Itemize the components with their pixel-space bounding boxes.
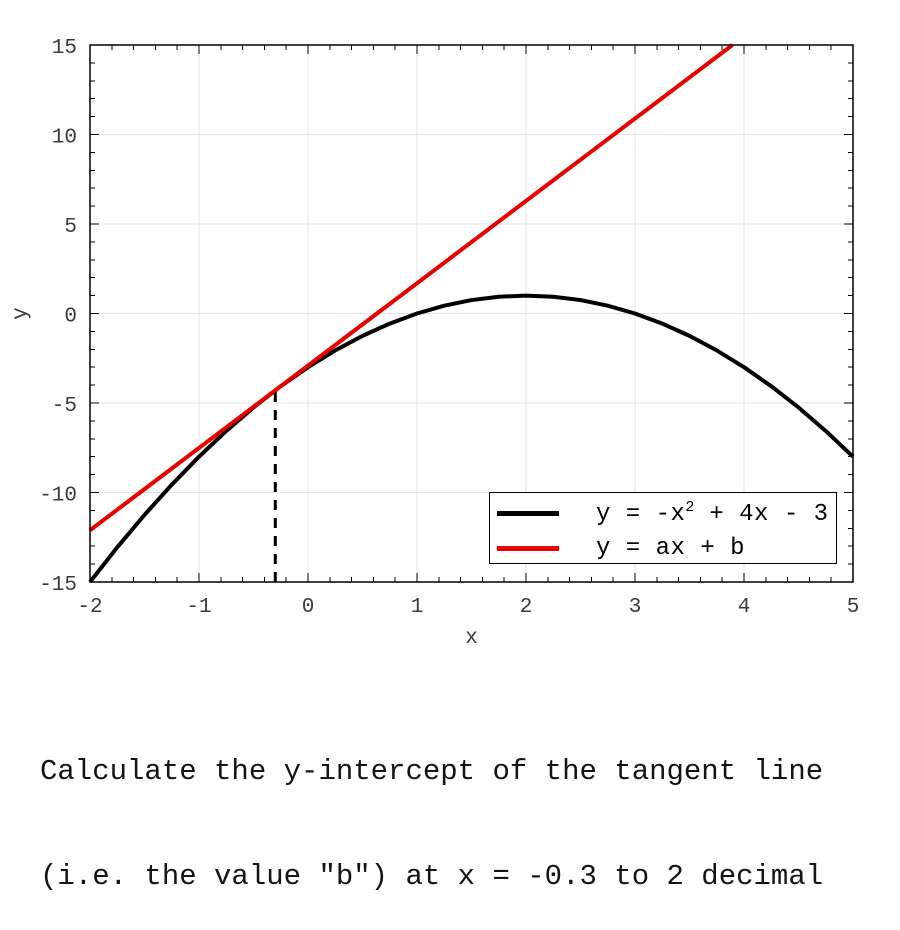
svg-text:1: 1 (411, 596, 424, 619)
legend-label-parabola-exponent: 2 (685, 498, 695, 516)
svg-text:4: 4 (738, 596, 751, 619)
svg-text:5: 5 (64, 216, 77, 239)
svg-text:y: y (10, 307, 33, 320)
svg-text:-2: -2 (77, 596, 102, 619)
svg-text:-15: -15 (39, 574, 77, 597)
svg-text:x: x (465, 627, 478, 650)
legend-line-sample-black (497, 510, 559, 516)
legend-label-tangent-text: y = ax + b (596, 534, 746, 562)
svg-text:-1: -1 (186, 596, 211, 619)
svg-text:2: 2 (520, 596, 533, 619)
svg-text:10: 10 (52, 127, 77, 150)
svg-text:-10: -10 (39, 485, 77, 508)
legend-item-tangent: y = ax + b (497, 535, 745, 562)
svg-text:0: 0 (302, 596, 315, 619)
svg-text:15: 15 (52, 37, 77, 60)
legend-line-sample-red (497, 545, 559, 551)
legend-item-parabola: y = -x2 + 4x - 3 (497, 499, 829, 528)
legend: y = -x2 + 4x - 3 y = ax + b (489, 492, 837, 564)
legend-label-parabola-suffix: + 4x - 3 (694, 500, 829, 528)
svg-text:-5: -5 (52, 395, 77, 418)
svg-text:5: 5 (847, 596, 860, 619)
svg-text:3: 3 (629, 596, 642, 619)
legend-label-parabola-prefix: y = -x (596, 500, 686, 528)
legend-label-parabola: y = -x2 + 4x - 3 (596, 499, 829, 528)
question-text: Calculate the y-intercept of the tangent… (40, 684, 823, 930)
svg-text:0: 0 (64, 306, 77, 329)
legend-label-tangent: y = ax + b (596, 535, 745, 562)
question-line-1: Calculate the y-intercept of the tangent… (40, 755, 824, 788)
question-line-2: (i.e. the value "b") at x = -0.3 to 2 de… (40, 860, 824, 893)
